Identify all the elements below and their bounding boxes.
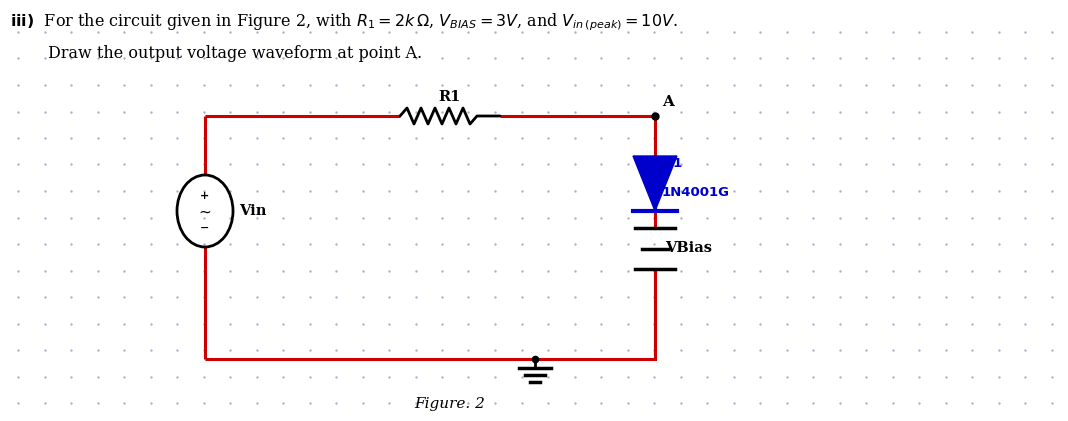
Polygon shape [633, 156, 677, 211]
Text: A: A [662, 95, 674, 109]
Text: −: − [201, 223, 209, 233]
Text: Figure. 2: Figure. 2 [414, 397, 486, 411]
Text: $\bf{iii)}$  For the circuit given in Figure 2, with $R_1 = 2k\,\Omega$, $V_{BIA: $\bf{iii)}$ For the circuit given in Fig… [10, 11, 678, 32]
Text: D1: D1 [663, 157, 684, 170]
Text: +: + [201, 191, 209, 201]
Text: Vin: Vin [239, 204, 266, 218]
Text: R1: R1 [439, 90, 461, 104]
Text: Draw the output voltage waveform at point A.: Draw the output voltage waveform at poin… [48, 45, 422, 62]
Text: ~: ~ [199, 205, 211, 219]
Text: VBias: VBias [665, 242, 712, 256]
Text: 1N4001G: 1N4001G [662, 187, 731, 200]
